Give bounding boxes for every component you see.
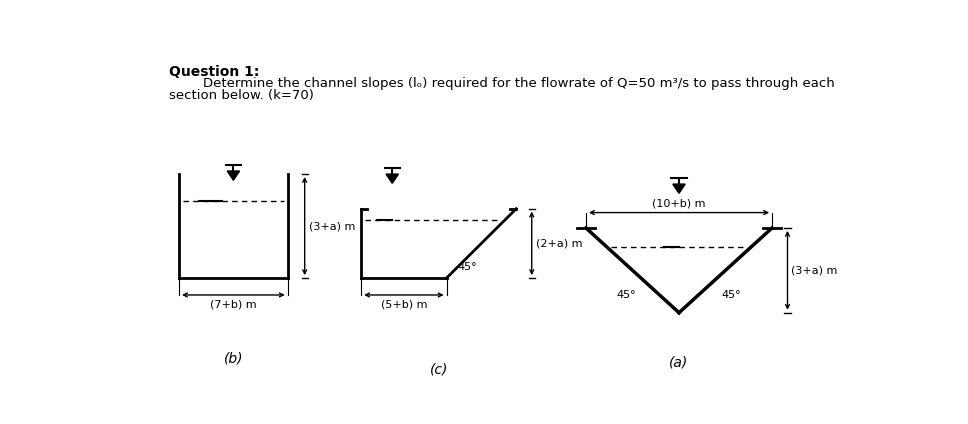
Text: (3+a) m: (3+a) m [792,265,837,275]
Text: section below. (k=70): section below. (k=70) [169,89,314,102]
Text: (5+b) m: (5+b) m [380,300,427,310]
Text: (b): (b) [224,351,243,365]
Text: (3+a) m: (3+a) m [310,221,355,231]
Text: 45°: 45° [457,262,477,272]
Text: (10+b) m: (10+b) m [652,199,706,209]
Polygon shape [673,184,685,193]
Text: (2+a) m: (2+a) m [535,238,582,248]
Text: Determine the channel slopes (lₒ) required for the flowrate of Q=50 m³/s to pass: Determine the channel slopes (lₒ) requir… [169,77,834,90]
Text: (c): (c) [430,363,448,377]
Text: 45°: 45° [721,290,741,300]
Text: (a): (a) [670,355,688,369]
Polygon shape [227,171,239,180]
Text: Question 1:: Question 1: [169,65,259,79]
Polygon shape [386,174,399,183]
Text: (7+b) m: (7+b) m [210,300,257,310]
Text: 45°: 45° [617,290,636,300]
